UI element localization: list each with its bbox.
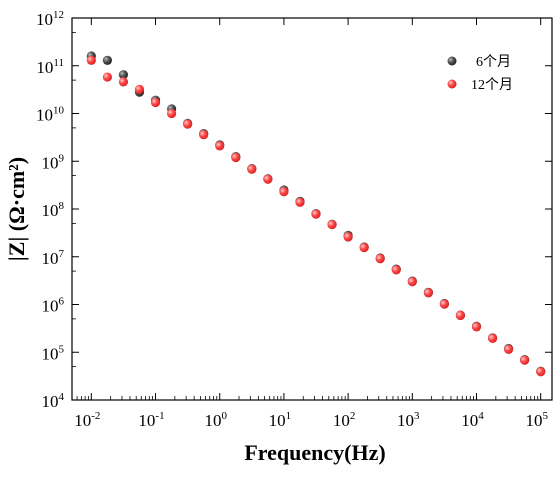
legend-marker-6-months (447, 56, 457, 66)
y-tick-label: 1011 (36, 57, 64, 77)
x-tick-label: 100 (204, 410, 227, 430)
x-axis-ticks (71, 18, 542, 400)
x-tick-label: 103 (397, 410, 420, 430)
data-point-12-months (439, 299, 449, 309)
x-axis-title: Frequency(Hz) (244, 440, 385, 465)
data-point-12-months (199, 130, 209, 140)
data-point-12-months (407, 277, 417, 287)
y-tick-label: 104 (42, 391, 65, 411)
y-axis-title: |Z| (Ω·cm²) (4, 157, 29, 261)
legend-label-6-months: 6个月 (476, 54, 511, 70)
y-tick-label: 108 (42, 200, 65, 220)
data-point-12-months (215, 141, 225, 151)
data-point-12-months (455, 310, 466, 321)
data-point-12-months (150, 97, 161, 108)
data-point-12-months (423, 288, 433, 298)
data-point-12-months (183, 119, 193, 129)
x-tick-label: 10-2 (74, 410, 100, 430)
data-point-12-months (503, 344, 514, 354)
data-point-12-months (487, 333, 498, 343)
plot-frame (71, 17, 553, 401)
data-point-12-months (167, 108, 177, 119)
y-tick-label: 105 (42, 343, 65, 363)
y-tick-label: 109 (42, 152, 65, 172)
data-point-12-months (359, 243, 369, 253)
y-tick-label: 107 (42, 248, 65, 268)
data-point-12-months (295, 197, 305, 207)
legend-marker-12-months (447, 79, 457, 89)
data-point-12-months (247, 164, 257, 174)
legend: 6个月 12个月 (447, 54, 513, 93)
x-tick-label: 101 (269, 410, 292, 430)
data-point-12-months (231, 152, 241, 163)
data-point-12-months (327, 220, 337, 230)
data-point-12-months (375, 254, 385, 264)
x-axis-tick-labels: 10-2 10-1 100 101 102 103 104 105 (74, 410, 548, 430)
data-point-12-months (134, 84, 145, 94)
y-axis-ticks (72, 17, 552, 401)
y-tick-label: 106 (42, 296, 65, 316)
y-axis-tick-labels: 104 105 106 107 108 109 1010 1011 1012 (36, 9, 65, 411)
data-point-12-months (343, 232, 353, 242)
data-point-12-months (279, 187, 289, 197)
x-tick-label: 102 (333, 410, 356, 430)
y-tick-label: 1010 (36, 105, 65, 125)
data-point-12-months (391, 265, 401, 275)
data-point-12-months (311, 209, 321, 219)
x-tick-label: 105 (525, 410, 548, 430)
data-point-12-months (102, 72, 112, 82)
data-point-12-months (471, 322, 482, 332)
data-point-12-months (118, 77, 128, 87)
series-12-months (86, 55, 546, 377)
x-tick-label: 104 (461, 410, 484, 430)
data-point-12-months (520, 355, 530, 365)
data-point-12-months (86, 55, 96, 65)
legend-label-12-months: 12个月 (471, 77, 513, 93)
data-point-12-months (536, 367, 546, 377)
y-tick-label: 1012 (36, 9, 64, 29)
data-point-6-months (102, 55, 112, 65)
data-point-6-months (118, 70, 128, 80)
data-point-12-months (263, 174, 273, 184)
x-tick-label: 10-1 (138, 410, 164, 430)
